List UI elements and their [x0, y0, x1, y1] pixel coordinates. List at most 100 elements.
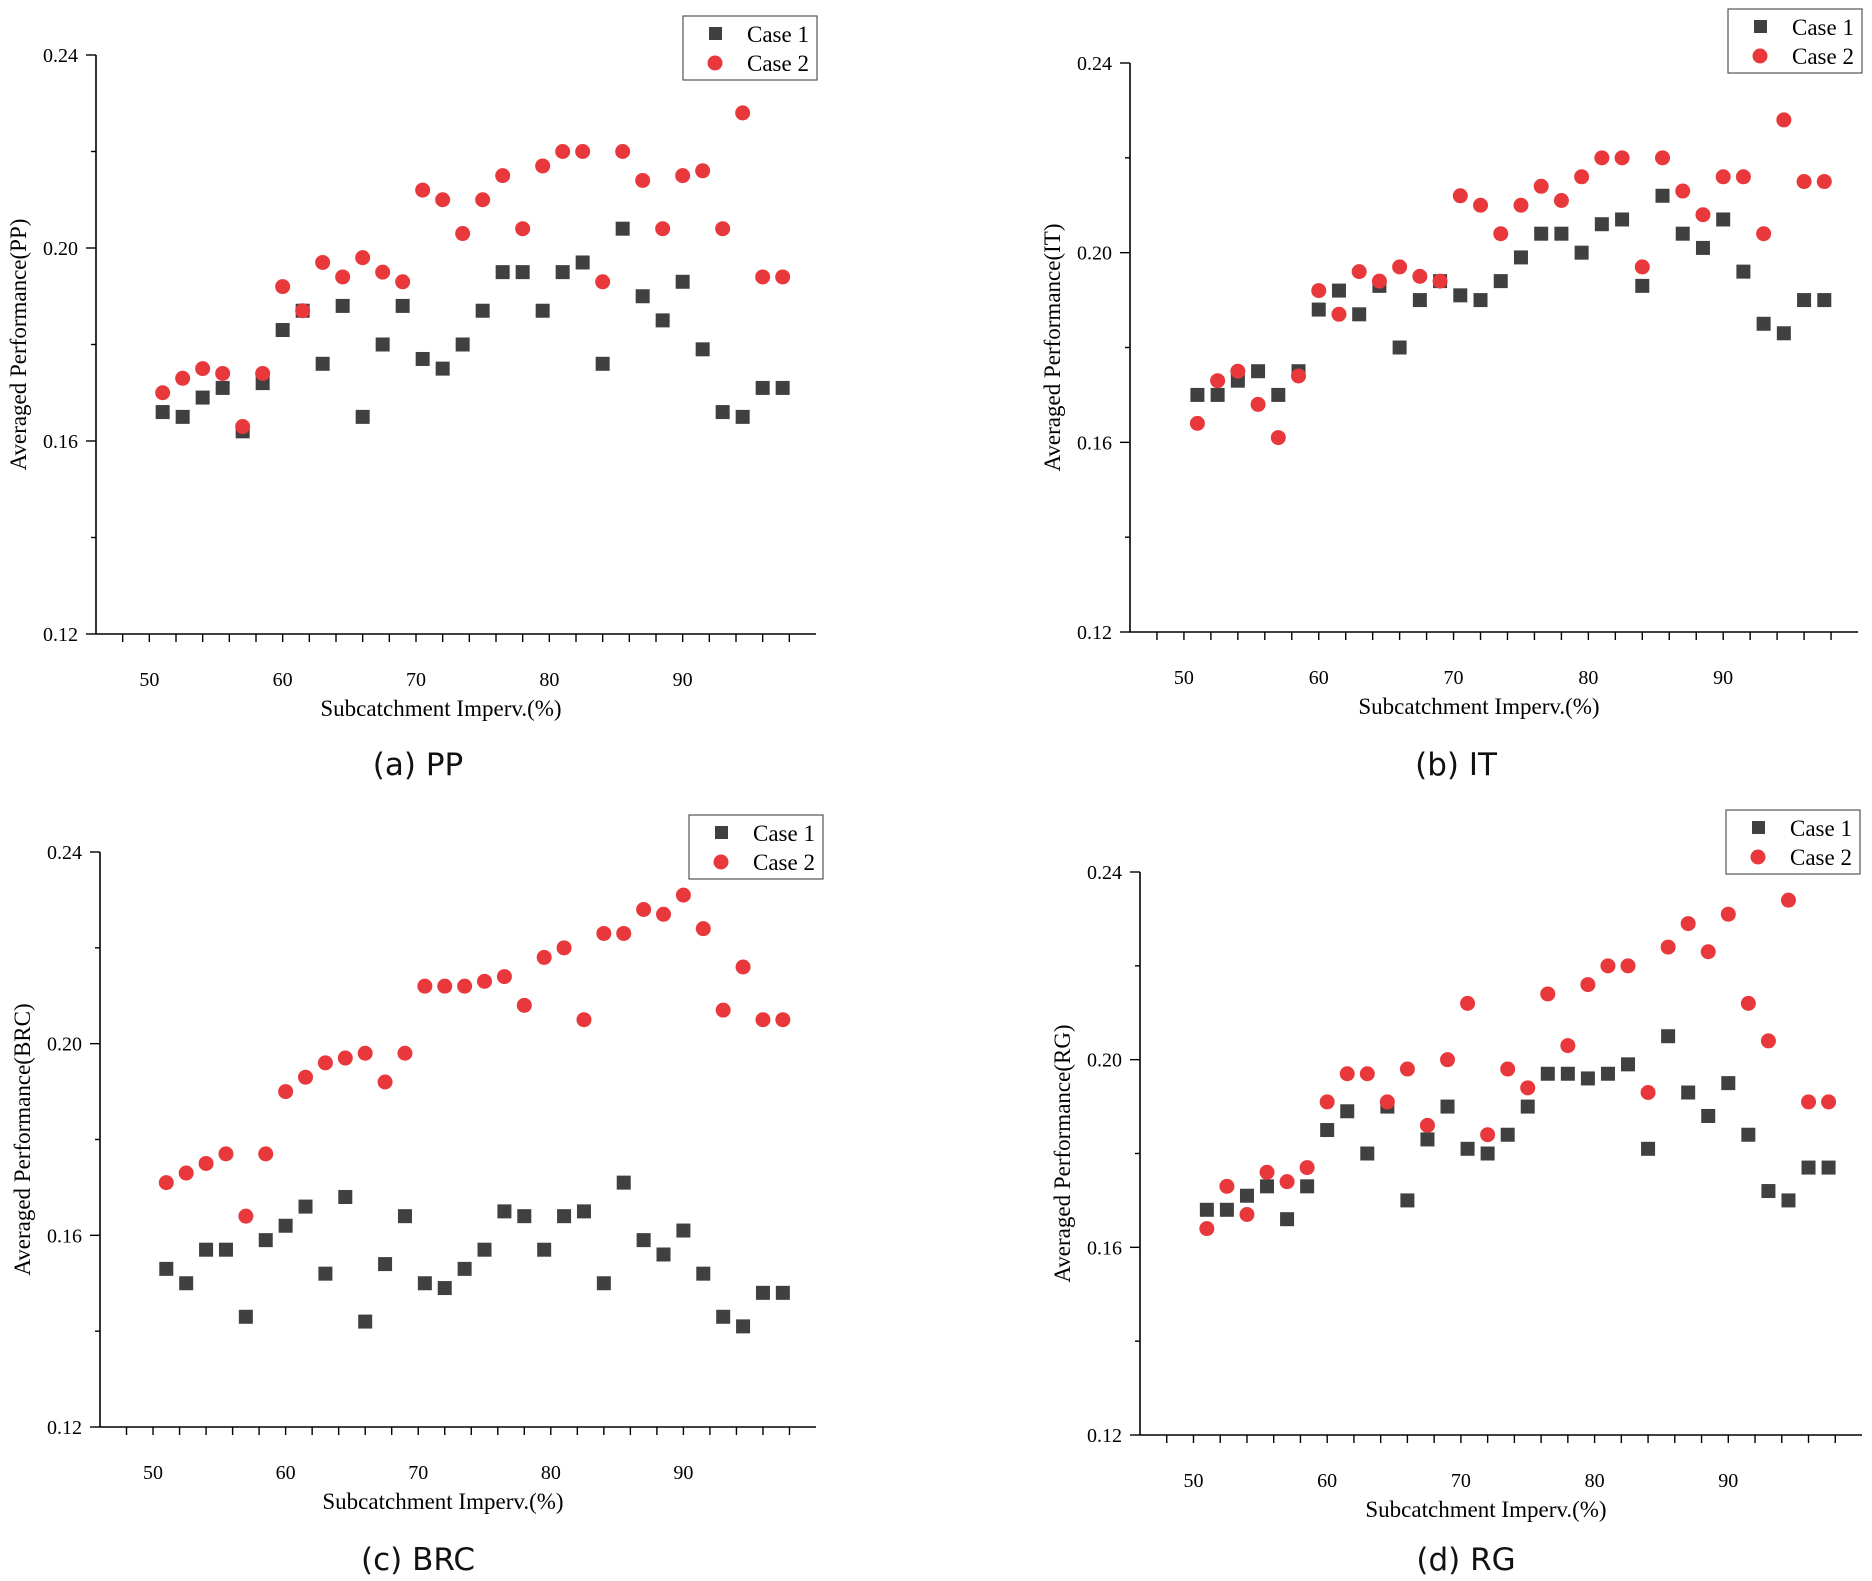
case1-point [595, 356, 610, 371]
case2-point [735, 959, 751, 975]
x-tick-label: 90 [1718, 1470, 1738, 1492]
legend-case1-label: Case 1 [747, 22, 809, 47]
legend-box [682, 15, 818, 81]
case2-point [695, 163, 711, 179]
case1-point [557, 1209, 572, 1224]
case2-point [1655, 150, 1671, 166]
case1-point [1736, 264, 1751, 279]
x-tick-label: 90 [1713, 667, 1733, 689]
case1-point [1311, 302, 1326, 317]
case2-point [615, 144, 631, 159]
case1-point [1392, 340, 1407, 355]
case1-point [635, 289, 650, 304]
case1-point [1776, 326, 1791, 341]
case2-point [576, 1012, 592, 1028]
case2-point [775, 1012, 791, 1028]
y-tick-label: 0.24 [43, 45, 78, 67]
case1-point [1219, 1202, 1234, 1217]
case2-point [198, 1155, 214, 1171]
x-tick-label: 70 [1444, 667, 1464, 689]
case2-point [595, 274, 611, 290]
case2-point [715, 221, 731, 237]
case2-point [675, 168, 691, 184]
case2-point [1560, 1038, 1576, 1054]
case1-point [397, 1209, 412, 1224]
case2-point [397, 1045, 413, 1061]
legend-case1-marker [715, 826, 728, 839]
case1-point [1271, 387, 1286, 402]
case1-point [1500, 1127, 1515, 1142]
case2-point [1756, 226, 1772, 242]
case2-point [1270, 430, 1286, 446]
case2-point [715, 1002, 731, 1018]
case1-point [1716, 212, 1731, 227]
legend: Case 1 Case 2 [682, 15, 818, 81]
case2-point [1574, 169, 1590, 185]
case2-point [635, 172, 651, 188]
case2-point [357, 1045, 373, 1061]
case1-point [1701, 1108, 1716, 1123]
case1-point [278, 1218, 293, 1233]
case1-point [1635, 278, 1650, 293]
case1-point [199, 1242, 214, 1257]
x-tick-label: 80 [1578, 667, 1598, 689]
case2-point [536, 949, 552, 965]
case2-point [1440, 1052, 1456, 1068]
case1-point [1580, 1071, 1595, 1086]
y-tick-label: 0.20 [47, 1034, 82, 1056]
case1-point [437, 1281, 452, 1296]
case2-point [616, 925, 632, 941]
case1-point [395, 298, 410, 313]
case1-point [1621, 1057, 1636, 1072]
x-tick-label: 60 [273, 669, 293, 691]
case2-point [457, 978, 473, 994]
case1-point [1741, 1127, 1756, 1142]
case2-point [775, 269, 791, 285]
case2-point [315, 254, 331, 270]
case2-point [215, 365, 231, 381]
case1-point [775, 1285, 790, 1300]
case2-point [636, 902, 652, 917]
case1-point [179, 1276, 194, 1291]
case2-point [1540, 986, 1556, 1002]
x-tick-label: 80 [1585, 1470, 1605, 1492]
case1-point [1190, 387, 1205, 402]
case1-point [195, 390, 210, 405]
case2-point [275, 279, 291, 295]
case2-point [1600, 958, 1616, 974]
case2-point [1660, 939, 1676, 955]
case1-point [676, 1223, 691, 1238]
legend-case2-marker [1750, 849, 1766, 865]
case1-point [1721, 1076, 1736, 1091]
case2-point [755, 269, 771, 285]
case2-point [255, 365, 271, 381]
case1-point [656, 1247, 671, 1262]
x-axis-label: Subcatchment Imperv.(%) [1365, 1497, 1606, 1522]
case2-point [1311, 283, 1327, 299]
case2-point [735, 105, 751, 121]
case2-point [1821, 1094, 1837, 1110]
chart-panel-it: 50 60 70 80 90 0.12 0.16 0.20 0.24 Subcatchment I… [1040, 8, 1863, 783]
case2-point [1634, 259, 1650, 275]
case2-point [1432, 273, 1448, 289]
case2-point [1614, 150, 1630, 166]
case2-point [218, 1146, 234, 1162]
legend-case2-marker [713, 854, 729, 870]
case1-point [338, 1190, 353, 1204]
legend-case1-label: Case 1 [1790, 816, 1852, 841]
case1-point [755, 1285, 770, 1300]
case1-point [695, 342, 710, 357]
case1-point [515, 265, 530, 280]
case1-point [716, 1309, 731, 1324]
case1-point [315, 356, 330, 371]
case2-point [317, 1055, 333, 1071]
x-tick-label: 90 [673, 669, 693, 691]
case2-point [375, 264, 391, 280]
case2-point [1720, 906, 1736, 922]
case1-point [576, 1204, 591, 1219]
case1-point [358, 1314, 373, 1329]
legend: Case 1 Case 2 [1727, 8, 1863, 74]
case1-point [1320, 1123, 1335, 1138]
case1-point [755, 380, 770, 395]
case2-point [516, 997, 532, 1013]
